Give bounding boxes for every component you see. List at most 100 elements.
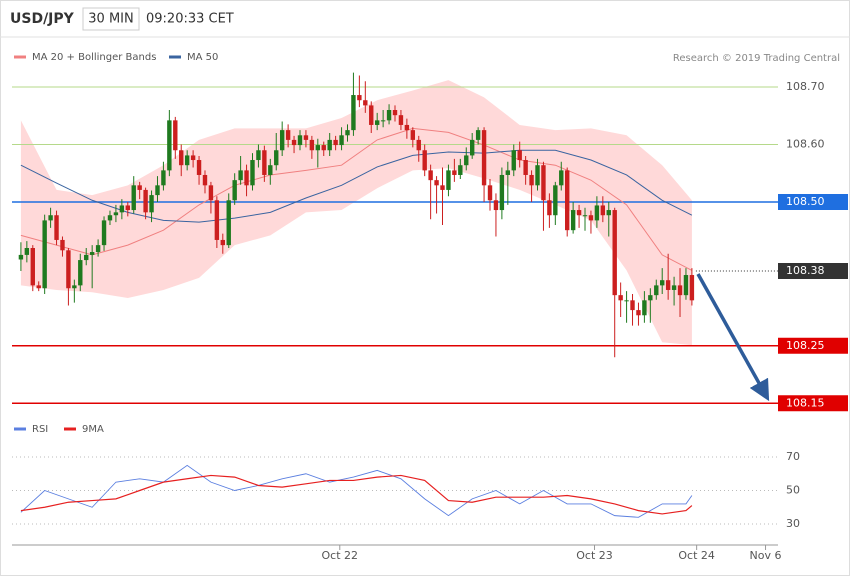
candle-body [321, 145, 326, 151]
candle-body [392, 110, 398, 116]
legend-label: MA 50 [187, 52, 218, 63]
candle-body [422, 150, 427, 171]
candle-body [24, 248, 30, 255]
candle-body [244, 170, 249, 186]
candle-body [285, 130, 291, 140]
candle-body [398, 115, 404, 125]
overlay-line [20, 127, 693, 271]
candle-body [594, 205, 600, 221]
legend-label: MA 20 + Bollinger Bands [32, 52, 156, 63]
candle-body [84, 254, 89, 261]
candle-body [101, 220, 107, 246]
candle-body [315, 145, 321, 151]
candle-body [232, 180, 237, 201]
candle-body [380, 120, 386, 122]
level-label-box [778, 395, 848, 412]
candle-body [113, 212, 119, 216]
candle-body [576, 210, 582, 216]
candle-body [612, 210, 617, 296]
candle-body [190, 155, 196, 161]
candle-body [184, 155, 190, 166]
candle-body [671, 285, 677, 290]
candle-body [196, 160, 202, 175]
candle-body [404, 124, 410, 131]
candle-body [262, 150, 267, 175]
candle-body [677, 285, 683, 296]
y-tick-label: 70 [786, 450, 800, 463]
forecast-arrow [696, 273, 770, 402]
candle-body [339, 135, 344, 146]
candle-body [291, 139, 297, 146]
candle-body [214, 200, 220, 240]
candle-body [464, 155, 469, 166]
candle-body [505, 170, 511, 175]
level-label: 108.50 [786, 195, 825, 208]
candle-body [161, 170, 166, 186]
candle-body [363, 100, 368, 106]
candle-body [517, 150, 522, 161]
candle-body [125, 205, 130, 211]
level-label: 108.60 [786, 138, 825, 151]
candle-body [119, 205, 125, 213]
candle-body [559, 170, 564, 186]
candle-body [226, 200, 231, 246]
candle-body [535, 165, 540, 186]
candle-body [689, 275, 695, 301]
candle-body [493, 200, 499, 211]
candle-body [48, 215, 53, 221]
level-label: 108.15 [786, 396, 825, 409]
level-label-box [778, 194, 848, 210]
candle-body [481, 130, 487, 186]
candle-body [547, 200, 552, 216]
candle-body [202, 174, 208, 186]
candle-body [268, 165, 273, 175]
x-tick-label: Oct 23 [576, 549, 613, 562]
x-tick-label: Oct 24 [678, 549, 715, 562]
candle-body [369, 105, 374, 125]
candle-body [665, 280, 671, 290]
pair-title: USD/JPY [10, 11, 75, 27]
candle-body [582, 215, 588, 217]
candle-body [238, 170, 243, 181]
candle-body [434, 180, 439, 186]
candle-body [256, 150, 261, 161]
candle-body [42, 220, 47, 289]
level-label-box [778, 263, 848, 279]
candle-body [440, 185, 445, 190]
level-label: 108.70 [786, 80, 825, 93]
candle-body [179, 150, 184, 166]
candle-body [72, 285, 77, 289]
candle-body [357, 95, 362, 101]
candle-body [386, 110, 392, 121]
rsi-panel: 30 50 70 Oct 22 Oct 23 Oct 24 Nov 6 RSI 9MA [12, 424, 800, 562]
level-label-box [778, 337, 848, 354]
candle-body [327, 139, 332, 151]
timeframe-box [82, 7, 140, 31]
candle-body [309, 139, 315, 151]
candle-body [565, 170, 570, 231]
candle-body [107, 215, 113, 221]
candle-body [553, 185, 558, 216]
candle-body [654, 285, 659, 296]
candle-body [416, 139, 421, 151]
candle-body [600, 205, 606, 216]
legend-label: 9MA [82, 424, 104, 435]
candle-body [410, 130, 416, 140]
y-tick-label: 50 [786, 484, 800, 497]
candle-body [374, 120, 380, 125]
candle-body [137, 185, 142, 190]
candle-body [220, 239, 225, 246]
candle-body [529, 174, 534, 186]
candle-body [648, 295, 653, 301]
timestamp: 09:20:33 CET [146, 12, 234, 27]
candle-body [297, 135, 303, 146]
price-panel: 108.70 108.60 108.50 108.38 108.25 108.15 MA 2… [12, 52, 848, 412]
overlay-line [20, 149, 693, 223]
candle-body [541, 165, 546, 201]
candle-body [487, 185, 493, 201]
candle-body [636, 310, 641, 316]
candle-body [618, 295, 623, 301]
candle-body [606, 210, 611, 216]
candle-body [588, 215, 594, 221]
